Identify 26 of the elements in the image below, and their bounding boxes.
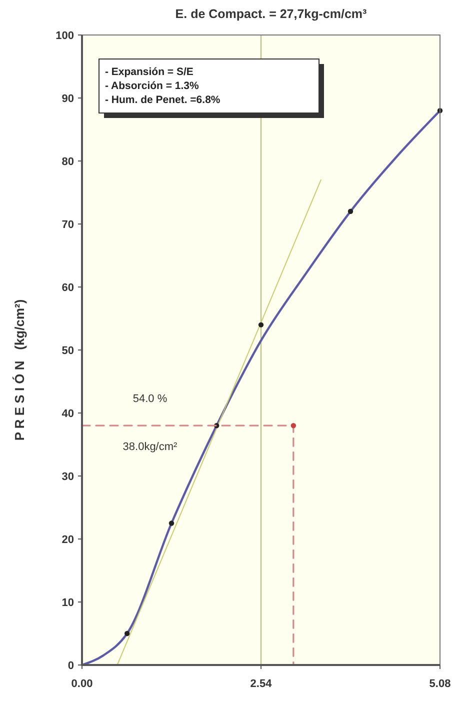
point [258,322,264,328]
point [348,208,354,214]
point [290,423,296,428]
y-tick-label: 0 [68,660,74,672]
annotation: - Hum. de Penet. =6.8% [105,94,221,106]
annotation: 38.0kg/cm² [122,441,178,453]
annotation: 54.0 % [132,393,168,405]
y-tick-label: 10 [62,596,74,609]
y-tick-label: 80 [62,156,74,168]
x-tick-label: 0.00 [71,678,93,690]
y-tick-label: 100 [56,30,74,42]
y-tick-label: 70 [62,218,74,231]
chart-title: E. de Compact. = 27,7kg-cm/cm³ [175,7,367,21]
x-tick-label: 5.08 [429,678,451,690]
annotation: - Absorción = 1.3% [105,80,200,92]
x-tick-label: 2.54 [250,678,273,690]
annotation: - Expansión = S/E [105,66,194,78]
point [124,630,130,636]
y-tick-label: 30 [62,470,74,483]
point [168,520,174,526]
y-tick-label: 20 [62,534,74,546]
y-tick-label: 50 [62,344,74,357]
y-axis-title: P R E S I Ó N (kg/cm²) [12,299,27,441]
y-tick-label: 40 [62,408,74,420]
y-tick-label: 90 [62,92,74,105]
y-tick-label: 60 [62,282,74,294]
